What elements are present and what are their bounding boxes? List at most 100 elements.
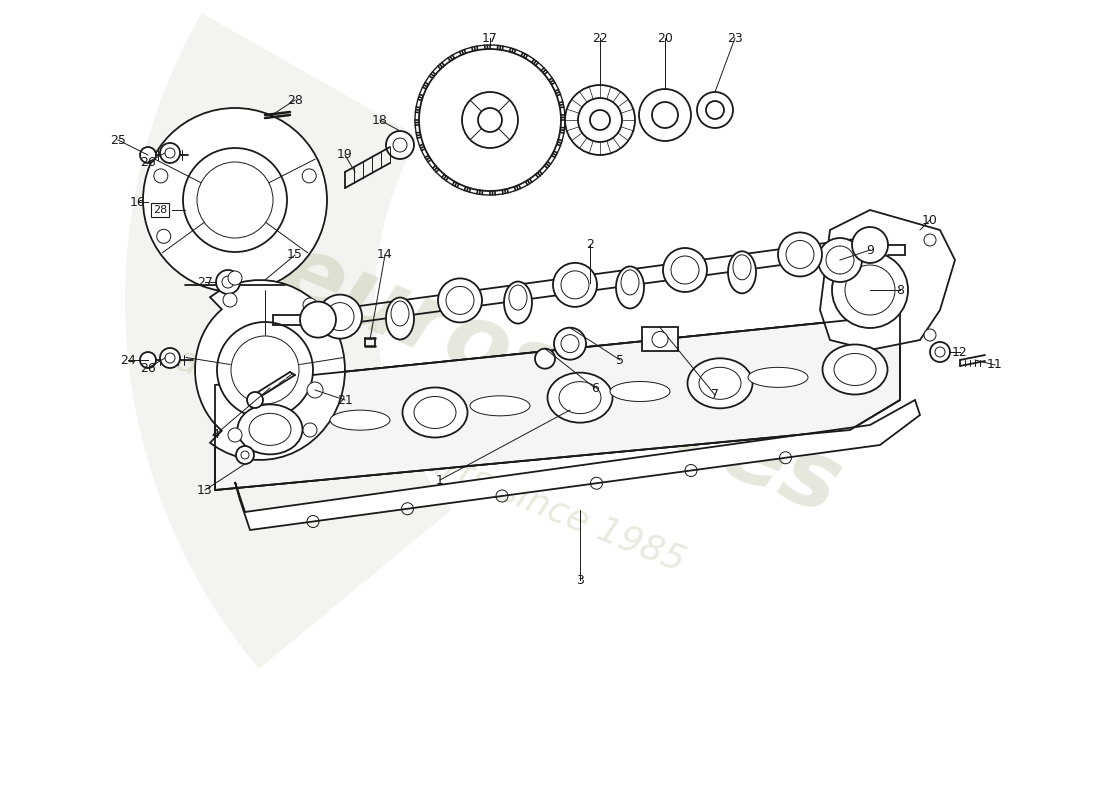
- Circle shape: [930, 342, 950, 362]
- Ellipse shape: [616, 266, 644, 309]
- Circle shape: [154, 169, 168, 183]
- Text: 27: 27: [197, 275, 213, 289]
- Ellipse shape: [834, 354, 876, 386]
- Circle shape: [535, 349, 556, 369]
- Circle shape: [419, 49, 561, 191]
- Text: 20: 20: [657, 31, 673, 45]
- Text: 21: 21: [337, 394, 353, 406]
- Ellipse shape: [610, 382, 670, 402]
- Text: a passion for parts since 1985: a passion for parts since 1985: [170, 342, 690, 578]
- Circle shape: [143, 108, 327, 292]
- Text: 15: 15: [287, 249, 303, 262]
- Circle shape: [845, 265, 895, 315]
- Circle shape: [663, 248, 707, 292]
- Circle shape: [248, 392, 263, 408]
- Circle shape: [924, 329, 936, 341]
- Circle shape: [140, 147, 156, 163]
- Text: 28: 28: [287, 94, 303, 106]
- Text: 10: 10: [922, 214, 938, 226]
- Ellipse shape: [414, 397, 456, 429]
- Ellipse shape: [823, 345, 888, 394]
- Circle shape: [553, 263, 597, 307]
- Polygon shape: [195, 280, 345, 460]
- Text: 7: 7: [711, 389, 719, 402]
- Text: 9: 9: [866, 243, 873, 257]
- Ellipse shape: [728, 251, 756, 294]
- Text: 22: 22: [592, 31, 608, 45]
- Bar: [642, 327, 678, 351]
- Circle shape: [697, 92, 733, 128]
- Ellipse shape: [509, 285, 527, 310]
- Circle shape: [671, 256, 698, 284]
- Text: 4: 4: [211, 429, 219, 442]
- Circle shape: [778, 233, 822, 277]
- Ellipse shape: [238, 404, 302, 454]
- Text: 26: 26: [140, 362, 156, 374]
- Circle shape: [231, 336, 299, 404]
- Circle shape: [826, 246, 854, 274]
- Circle shape: [222, 276, 234, 288]
- Circle shape: [300, 302, 336, 338]
- Circle shape: [302, 298, 317, 312]
- Circle shape: [160, 348, 180, 368]
- Polygon shape: [214, 350, 850, 490]
- Circle shape: [561, 334, 579, 353]
- Circle shape: [228, 428, 242, 442]
- Circle shape: [561, 271, 588, 299]
- Circle shape: [478, 108, 502, 132]
- Text: 13: 13: [197, 483, 213, 497]
- Text: 25: 25: [110, 134, 125, 146]
- Circle shape: [832, 252, 908, 328]
- Circle shape: [326, 302, 354, 330]
- Text: 28: 28: [153, 205, 167, 215]
- Text: 16: 16: [130, 195, 146, 209]
- Circle shape: [165, 148, 175, 158]
- Text: 3: 3: [576, 574, 584, 586]
- Circle shape: [446, 286, 474, 314]
- Circle shape: [639, 89, 691, 141]
- Text: 1: 1: [436, 474, 444, 486]
- Text: 18: 18: [372, 114, 388, 126]
- Circle shape: [197, 162, 273, 238]
- Circle shape: [393, 138, 407, 152]
- Ellipse shape: [621, 270, 639, 295]
- Text: 26: 26: [140, 155, 156, 169]
- Circle shape: [652, 102, 678, 128]
- Circle shape: [165, 353, 175, 363]
- Circle shape: [924, 234, 936, 246]
- Polygon shape: [214, 290, 900, 415]
- Polygon shape: [214, 290, 900, 490]
- Circle shape: [302, 169, 316, 183]
- Ellipse shape: [330, 410, 390, 430]
- Ellipse shape: [390, 301, 409, 326]
- Circle shape: [217, 322, 314, 418]
- Ellipse shape: [548, 373, 613, 422]
- Circle shape: [590, 110, 610, 130]
- Text: 24: 24: [120, 354, 136, 366]
- Polygon shape: [235, 400, 920, 530]
- Circle shape: [462, 92, 518, 148]
- Circle shape: [706, 101, 724, 119]
- Ellipse shape: [559, 382, 601, 414]
- Circle shape: [183, 148, 287, 252]
- Ellipse shape: [748, 367, 808, 387]
- Ellipse shape: [698, 367, 741, 399]
- Circle shape: [578, 98, 621, 142]
- Circle shape: [241, 451, 249, 459]
- Circle shape: [236, 446, 254, 464]
- Circle shape: [216, 270, 240, 294]
- Circle shape: [223, 293, 236, 307]
- Circle shape: [318, 294, 362, 338]
- Text: 19: 19: [337, 149, 353, 162]
- Ellipse shape: [470, 396, 530, 416]
- Ellipse shape: [249, 414, 292, 446]
- Text: eurospares: eurospares: [266, 226, 855, 534]
- Circle shape: [156, 230, 170, 243]
- Text: 14: 14: [377, 249, 393, 262]
- Text: 12: 12: [953, 346, 968, 358]
- Text: 11: 11: [987, 358, 1003, 371]
- Ellipse shape: [386, 298, 414, 339]
- Circle shape: [307, 382, 323, 398]
- Circle shape: [386, 131, 414, 159]
- Circle shape: [302, 423, 317, 437]
